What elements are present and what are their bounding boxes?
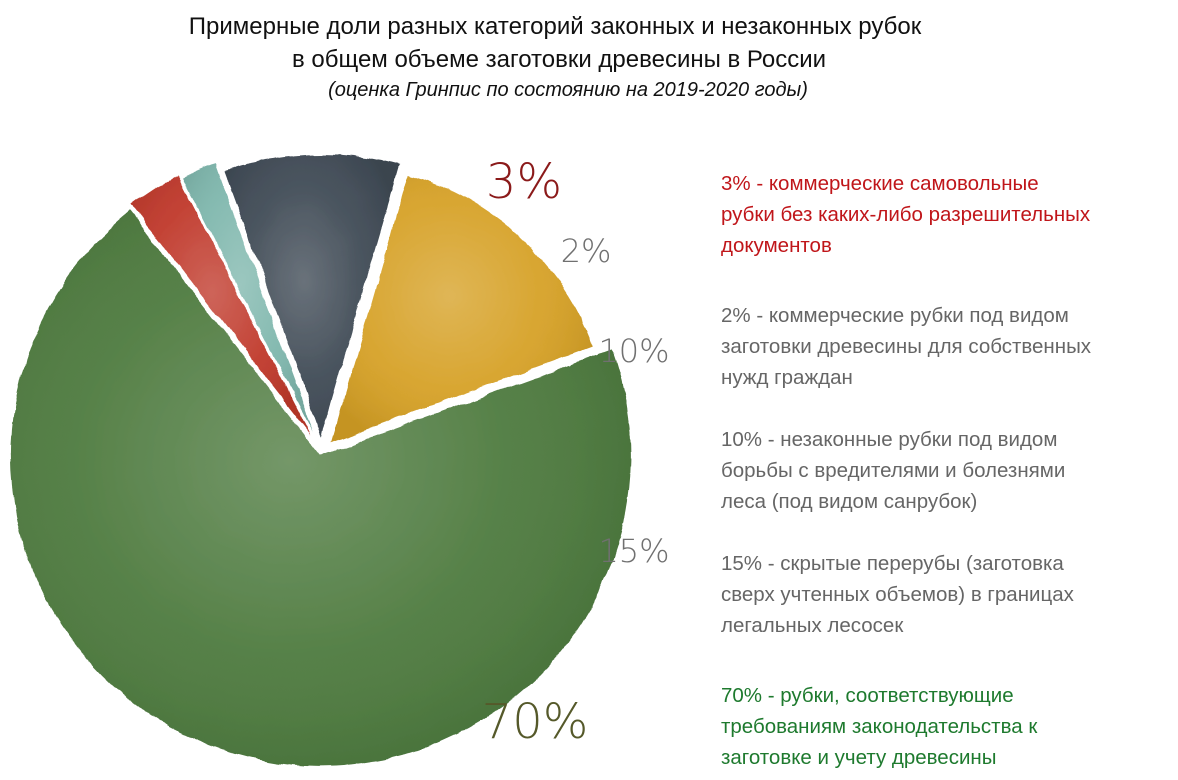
chart-subtitle: (оценка Гринпис по состоянию на 2019-202… (328, 79, 808, 101)
chart-title-line-1: Примерные доли разных категорий законных… (188, 13, 922, 40)
chart-title-block: Примерные доли разных категорий законных… (0, 10, 1110, 104)
pie-label-2pct: 2% (561, 232, 612, 270)
legend-item-15pct: 15% - скрытые перерубы (заготовка сверх … (721, 552, 1074, 637)
legend-item-3pct: 3% - коммерческие самовольные рубки без … (721, 172, 1091, 257)
legend-item-2pct: 2% - коммерческие рубки под видом загото… (721, 304, 1092, 389)
pie-label-10pct: 10% (598, 332, 669, 370)
pie-slice-2pct-wash (182, 163, 314, 432)
legend-item-70pct: 70% - рубки, соответствующие требованиям… (721, 684, 1038, 769)
pie-chart: 3% 2% 10% 15% 70% (10, 154, 670, 766)
legend-item-10pct: 10% - незаконные рубки под видом борьбы … (721, 428, 1066, 513)
chart-title-line-2: в общем объеме заготовки древесины в Рос… (291, 46, 827, 73)
pie-slice-15pct-wash (331, 174, 593, 442)
pie-label-3pct: 3% (486, 154, 562, 210)
pie-label-15pct: 15% (598, 532, 669, 570)
pie-slice-70pct-wash (10, 211, 631, 766)
pie-label-70pct: 70% (482, 694, 589, 750)
pie-slice-3pct-wash (131, 175, 312, 436)
pie-slice-10pct-wash (224, 154, 400, 437)
